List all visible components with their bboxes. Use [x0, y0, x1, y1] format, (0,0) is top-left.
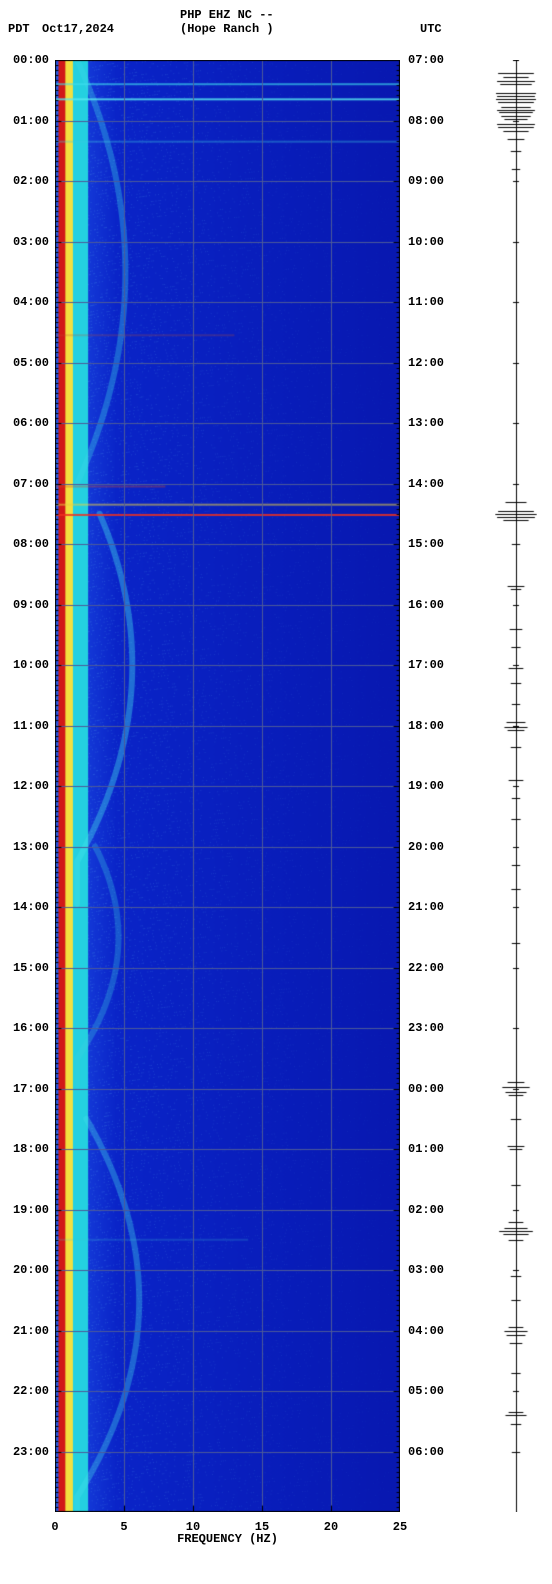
time-tick-left: 20:00	[4, 1263, 49, 1277]
amplitude-histogram-canvas	[495, 60, 537, 1512]
date-label: Oct17,2024	[42, 22, 114, 36]
tz-left-label: PDT	[8, 22, 30, 36]
frequency-tick: 10	[186, 1520, 200, 1534]
frequency-axis-label: FREQUENCY (HZ)	[55, 1532, 400, 1546]
time-tick-left: 17:00	[4, 1082, 49, 1096]
tz-right-label: UTC	[420, 22, 442, 36]
time-tick-right: 13:00	[408, 416, 444, 430]
time-tick-left: 07:00	[4, 477, 49, 491]
time-tick-right: 19:00	[408, 779, 444, 793]
time-tick-right: 15:00	[408, 537, 444, 551]
time-tick-right: 10:00	[408, 235, 444, 249]
frequency-tick: 0	[51, 1520, 58, 1534]
spectrogram-canvas	[55, 60, 400, 1512]
time-tick-left: 18:00	[4, 1142, 49, 1156]
time-tick-right: 09:00	[408, 174, 444, 188]
time-tick-right: 16:00	[408, 598, 444, 612]
time-tick-right: 08:00	[408, 114, 444, 128]
station-label: PHP EHZ NC --	[180, 8, 274, 22]
time-tick-left: 09:00	[4, 598, 49, 612]
time-tick-right: 07:00	[408, 53, 444, 67]
time-tick-left: 22:00	[4, 1384, 49, 1398]
time-tick-right: 02:00	[408, 1203, 444, 1217]
spectrogram-plot	[55, 60, 400, 1512]
time-tick-left: 13:00	[4, 840, 49, 854]
time-tick-left: 11:00	[4, 719, 49, 733]
time-tick-left: 00:00	[4, 53, 49, 67]
time-tick-right: 20:00	[408, 840, 444, 854]
time-tick-right: 04:00	[408, 1324, 444, 1338]
time-tick-right: 22:00	[408, 961, 444, 975]
frequency-tick: 20	[324, 1520, 338, 1534]
time-tick-right: 05:00	[408, 1384, 444, 1398]
time-tick-right: 00:00	[408, 1082, 444, 1096]
time-tick-left: 10:00	[4, 658, 49, 672]
frequency-tick: 5	[120, 1520, 127, 1534]
time-tick-right: 12:00	[408, 356, 444, 370]
time-tick-right: 01:00	[408, 1142, 444, 1156]
time-tick-left: 21:00	[4, 1324, 49, 1338]
time-tick-right: 21:00	[408, 900, 444, 914]
time-tick-left: 16:00	[4, 1021, 49, 1035]
time-tick-left: 23:00	[4, 1445, 49, 1459]
time-tick-right: 11:00	[408, 295, 444, 309]
time-tick-left: 03:00	[4, 235, 49, 249]
amplitude-histogram	[495, 60, 537, 1512]
location-label: (Hope Ranch )	[180, 22, 274, 36]
time-tick-left: 08:00	[4, 537, 49, 551]
time-tick-left: 19:00	[4, 1203, 49, 1217]
frequency-tick: 15	[255, 1520, 269, 1534]
time-tick-left: 01:00	[4, 114, 49, 128]
time-tick-left: 06:00	[4, 416, 49, 430]
time-tick-right: 17:00	[408, 658, 444, 672]
time-tick-left: 05:00	[4, 356, 49, 370]
time-tick-left: 15:00	[4, 961, 49, 975]
time-tick-left: 04:00	[4, 295, 49, 309]
frequency-tick: 25	[393, 1520, 407, 1534]
time-tick-right: 14:00	[408, 477, 444, 491]
time-tick-right: 06:00	[408, 1445, 444, 1459]
time-tick-right: 03:00	[408, 1263, 444, 1277]
time-tick-right: 18:00	[408, 719, 444, 733]
time-tick-left: 12:00	[4, 779, 49, 793]
time-tick-left: 14:00	[4, 900, 49, 914]
time-tick-right: 23:00	[408, 1021, 444, 1035]
time-tick-left: 02:00	[4, 174, 49, 188]
